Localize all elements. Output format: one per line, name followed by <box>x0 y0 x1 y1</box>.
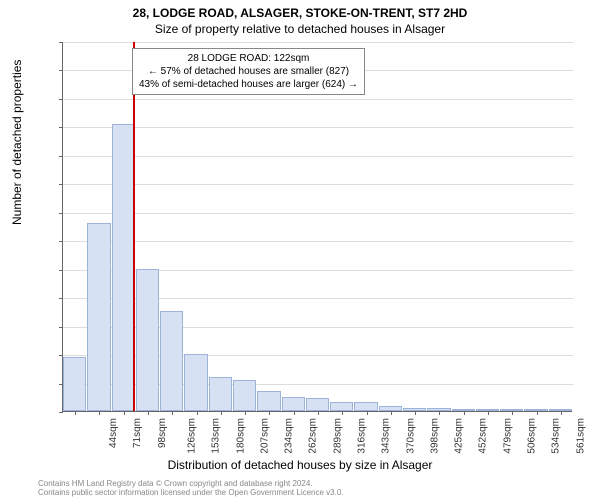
chart-area: 28 LODGE ROAD: 122sqm ← 57% of detached … <box>62 42 572 412</box>
ytick-label: 200 <box>0 293 86 304</box>
callout-line2: ← 57% of detached houses are smaller (82… <box>139 65 358 78</box>
xtick-label: 44sqm <box>108 418 119 448</box>
xtick-label: 153sqm <box>211 418 222 454</box>
histogram-bar <box>112 124 135 411</box>
histogram-bar <box>233 380 256 411</box>
ytick-label: 650 <box>0 37 86 48</box>
xtick-label: 561sqm <box>575 418 586 454</box>
plot-region <box>62 42 572 412</box>
callout-line3: 43% of semi-detached houses are larger (… <box>139 78 358 91</box>
ytick-label: 400 <box>0 179 86 190</box>
footer-line2: Contains public sector information licen… <box>38 488 344 498</box>
ytick-label: 600 <box>0 65 86 76</box>
histogram-bar <box>257 391 280 411</box>
ytick-label: 150 <box>0 321 86 332</box>
xtick-label: 126sqm <box>187 418 198 454</box>
footer-line1: Contains HM Land Registry data © Crown c… <box>38 479 344 489</box>
histogram-bar <box>136 269 159 411</box>
histogram-bar <box>330 402 353 411</box>
xtick-label: 71sqm <box>132 418 143 448</box>
xtick-label: 534sqm <box>551 418 562 454</box>
xtick-label: 425sqm <box>454 418 465 454</box>
xtick-label: 98sqm <box>157 418 168 448</box>
callout-box: 28 LODGE ROAD: 122sqm ← 57% of detached … <box>132 48 365 95</box>
xtick-label: 289sqm <box>332 418 343 454</box>
chart-title: 28, LODGE ROAD, ALSAGER, STOKE-ON-TRENT,… <box>0 6 600 20</box>
histogram-bar <box>184 354 207 411</box>
xtick-label: 370sqm <box>405 418 416 454</box>
ytick-label: 550 <box>0 93 86 104</box>
reference-line <box>133 42 135 411</box>
ytick-label: 0 <box>0 407 86 418</box>
y-axis-label: Number of detached properties <box>10 60 24 225</box>
xtick-label: 262sqm <box>308 418 319 454</box>
xtick-label: 180sqm <box>235 418 246 454</box>
xtick-label: 343sqm <box>381 418 392 454</box>
xtick-label: 316sqm <box>357 418 368 454</box>
ytick-label: 250 <box>0 264 86 275</box>
xtick-label: 398sqm <box>429 418 440 454</box>
xtick-label: 207sqm <box>259 418 270 454</box>
callout-line1: 28 LODGE ROAD: 122sqm <box>139 52 358 65</box>
histogram-bar <box>209 377 232 411</box>
xtick-label: 479sqm <box>502 418 513 454</box>
histogram-bar <box>87 223 110 411</box>
histogram-bar <box>306 398 329 411</box>
x-axis-label: Distribution of detached houses by size … <box>0 458 600 472</box>
chart-subtitle: Size of property relative to detached ho… <box>0 22 600 36</box>
histogram-bar <box>160 311 183 411</box>
ytick-label: 350 <box>0 207 86 218</box>
ytick-label: 500 <box>0 122 86 133</box>
ytick-label: 100 <box>0 350 86 361</box>
histogram-bar <box>282 397 305 411</box>
xtick-label: 506sqm <box>527 418 538 454</box>
chart-container: 28, LODGE ROAD, ALSAGER, STOKE-ON-TRENT,… <box>0 0 600 500</box>
ytick-label: 300 <box>0 236 86 247</box>
ytick-label: 50 <box>0 378 86 389</box>
footer-text: Contains HM Land Registry data © Crown c… <box>38 479 344 498</box>
xtick-label: 234sqm <box>284 418 295 454</box>
histogram-bar <box>354 402 377 411</box>
xtick-label: 452sqm <box>478 418 489 454</box>
ytick-label: 450 <box>0 150 86 161</box>
